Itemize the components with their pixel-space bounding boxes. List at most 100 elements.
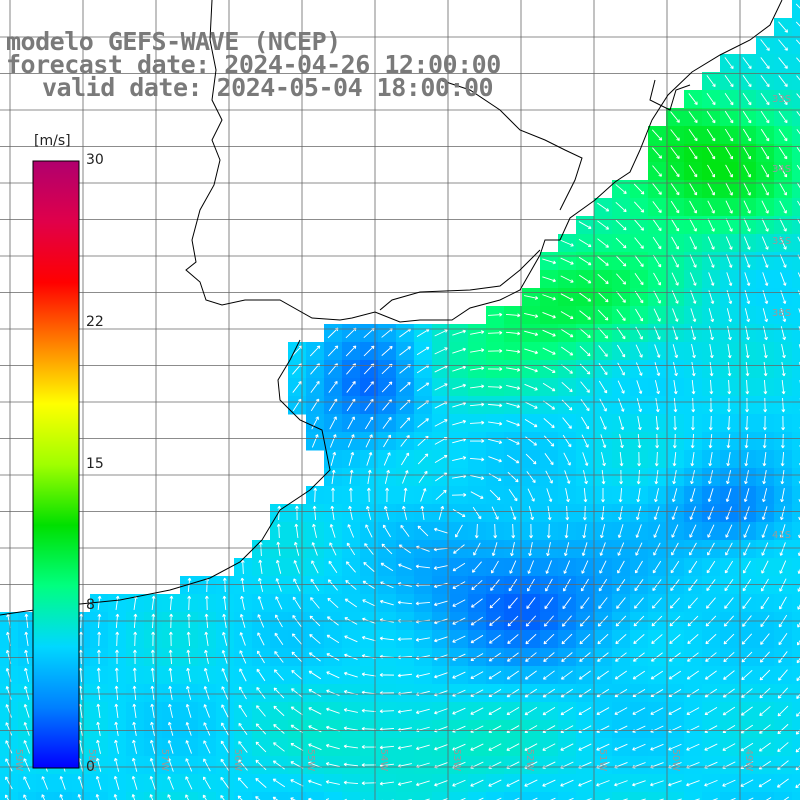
wind-arrow <box>149 757 156 772</box>
wind-arrow <box>415 672 430 678</box>
wind-arrow <box>510 542 515 557</box>
wind-arrow <box>636 488 641 503</box>
wind-arrow <box>759 669 771 681</box>
wind-arrow <box>471 580 483 591</box>
wind-arrow <box>760 578 769 592</box>
wind-arrow <box>131 757 138 772</box>
wind-arrow <box>293 541 300 556</box>
wind-arrow <box>578 256 592 266</box>
wind-arrow <box>617 560 625 574</box>
wind-arrow <box>5 758 13 772</box>
wind-arrow <box>614 688 628 698</box>
wind-arrow <box>578 743 592 751</box>
wind-arrow <box>238 741 248 753</box>
wind-arrow <box>238 722 248 735</box>
wind-arrow <box>579 652 591 662</box>
wind-arrow <box>706 110 716 124</box>
wind-arrow <box>672 470 677 485</box>
wind-arrow <box>562 417 572 429</box>
wind-arrow <box>633 183 645 195</box>
wind-arrow <box>238 704 248 718</box>
wind-arrow <box>542 706 556 716</box>
wind-arrow <box>726 433 731 449</box>
wind-arrow <box>560 743 574 751</box>
wind-arrow <box>744 415 749 431</box>
wind-arrow <box>542 365 556 373</box>
wind-arrow <box>113 794 118 800</box>
wind-arrow <box>400 435 410 447</box>
wind-arrow <box>547 506 552 521</box>
wind-arrow <box>726 272 733 286</box>
wind-arrow <box>220 776 230 789</box>
field-cell <box>558 792 577 800</box>
longitude-label: 58W <box>86 749 97 772</box>
wind-arrow <box>293 578 301 592</box>
wind-arrow <box>614 743 628 751</box>
wind-arrow <box>652 165 662 177</box>
wind-arrow <box>221 649 228 664</box>
wind-arrow <box>453 544 465 554</box>
colorbar-tick-label: 8 <box>86 597 95 614</box>
wind-arrow <box>132 667 137 683</box>
wind-arrow <box>650 743 664 751</box>
wind-arrow <box>686 688 700 698</box>
wind-arrow <box>709 397 714 413</box>
wind-arrow <box>797 200 800 207</box>
wind-arrow <box>687 634 699 645</box>
wind-arrow <box>596 743 610 751</box>
wind-arrow <box>325 743 340 750</box>
wind-arrow <box>778 75 788 87</box>
wind-arrow <box>149 776 156 790</box>
wind-arrow <box>345 561 356 573</box>
field-cell <box>792 90 800 109</box>
wind-arrow <box>272 778 286 788</box>
wind-arrow <box>797 236 800 243</box>
wind-arrow <box>525 633 537 645</box>
wind-arrow <box>329 523 336 538</box>
wind-arrow <box>633 634 645 645</box>
wind-arrow <box>597 309 609 321</box>
wind-arrow <box>496 797 502 800</box>
wind-arrow <box>239 632 246 646</box>
wind-arrow <box>311 434 319 448</box>
wind-arrow <box>671 236 679 250</box>
wind-arrow <box>365 524 373 538</box>
wind-arrow <box>560 293 574 301</box>
wind-arrow <box>204 595 209 611</box>
wind-arrow <box>364 416 374 430</box>
wind-arrow <box>616 578 626 592</box>
wind-arrow <box>672 326 679 340</box>
argentina-coast-south <box>0 339 331 616</box>
wind-arrow <box>237 795 243 800</box>
wind-arrow <box>761 524 768 538</box>
wind-arrow <box>275 578 282 592</box>
wind-arrow <box>361 708 377 713</box>
wind-arrow <box>762 415 767 431</box>
wind-arrow <box>778 164 788 178</box>
wind-arrow <box>781 379 786 395</box>
field-cell <box>792 342 800 361</box>
wind-arrow <box>524 401 538 409</box>
wind-arrow <box>238 759 248 771</box>
field-cell <box>792 576 800 595</box>
wind-arrow <box>796 146 800 153</box>
wind-arrow <box>525 652 537 662</box>
wind-arrow <box>670 218 680 232</box>
wind-arrow <box>795 39 800 45</box>
wind-arrow <box>652 560 662 574</box>
wind-arrow <box>308 689 322 697</box>
wind-arrow <box>689 506 696 520</box>
wind-arrow <box>617 362 625 376</box>
wind-arrow <box>670 200 680 214</box>
wind-arrow <box>723 633 735 645</box>
wind-arrow <box>312 523 317 538</box>
wind-arrow <box>652 183 662 195</box>
field-cell <box>396 792 415 800</box>
field-cell <box>576 792 595 800</box>
field-cell <box>162 792 181 800</box>
wind-arrow <box>761 164 769 178</box>
wind-arrow <box>506 779 520 787</box>
wind-arrow <box>689 254 697 268</box>
wind-arrow <box>524 366 538 373</box>
wind-arrow <box>632 707 646 715</box>
